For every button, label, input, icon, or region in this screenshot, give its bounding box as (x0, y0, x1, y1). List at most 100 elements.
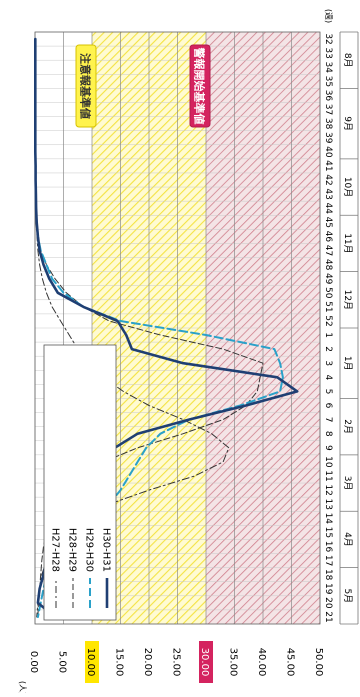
week-tick: 16 (323, 541, 333, 553)
week-tick: 32 (323, 33, 333, 44)
week-tick: 17 (323, 555, 333, 566)
week-unit-group: (週) (324, 9, 333, 23)
week-tick-label: 35 (323, 76, 333, 87)
value-tick-label: 25.00 (171, 648, 182, 677)
legend-entry: H27-H28 (50, 528, 61, 572)
week-tick: 13 (323, 498, 333, 509)
legend-label: H27-H28 (50, 528, 61, 572)
value-tick-highlight (85, 641, 99, 683)
week-tick-label: 48 (323, 259, 333, 271)
week-tick-label: 36 (323, 90, 333, 102)
week-tick: 10 (323, 456, 333, 468)
legend-label: H28-H29 (67, 528, 78, 572)
week-tick-label: 38 (323, 118, 333, 130)
month-label: 11月 (342, 233, 353, 253)
value-tick-label: 30.00 (199, 648, 210, 677)
week-tick: 38 (323, 118, 333, 130)
month-label: 12月 (342, 290, 353, 310)
week-tick-label: 42 (323, 174, 333, 185)
week-tick-label: 21 (323, 611, 333, 622)
week-unit-label: (週) (324, 9, 333, 23)
week-tick: 51 (323, 301, 333, 312)
week-tick: 18 (323, 569, 333, 581)
week-tick: 49 (323, 273, 333, 285)
value-tick: 20.00 (142, 648, 153, 677)
legend-entry: H28-H29 (67, 528, 78, 572)
value-tick: 45.00 (285, 648, 296, 677)
week-tick-label: 33 (323, 47, 333, 58)
value-tick: 40.00 (256, 648, 267, 677)
month-tick: 2月 (342, 419, 353, 434)
month-tick: 4月 (342, 532, 353, 547)
week-tick-label: 18 (323, 569, 333, 581)
warning-label-box (189, 44, 211, 128)
y-axis-unit-label: (人) (18, 681, 27, 693)
month-tick: 11月 (342, 233, 353, 253)
week-tick: 20 (323, 597, 333, 609)
week-tick: 45 (323, 217, 333, 228)
value-tick: 15.00 (114, 648, 125, 677)
week-tick: 46 (323, 231, 333, 243)
week-tick: 21 (323, 611, 333, 622)
week-tick: 34 (323, 62, 333, 74)
month-tick: 10月 (342, 177, 353, 197)
week-tick: 50 (323, 287, 333, 299)
week-tick: 2 (323, 346, 333, 352)
week-tick: 37 (323, 104, 333, 115)
month-label: 8月 (342, 53, 353, 68)
week-tick-label: 34 (323, 62, 333, 74)
month-label: 5月 (342, 588, 353, 603)
week-tick: 7 (323, 417, 333, 423)
week-tick-label: 16 (323, 541, 333, 553)
month-label: 3月 (342, 476, 353, 491)
week-tick-label: 1 (323, 332, 333, 338)
month-tick: 1月 (342, 356, 353, 371)
month-label: 1月 (342, 356, 353, 371)
week-tick: 48 (323, 259, 333, 271)
week-tick-label: 32 (323, 33, 333, 44)
value-tick-label: 10.00 (85, 648, 96, 677)
week-tick-label: 51 (323, 301, 333, 312)
week-tick: 6 (323, 403, 333, 409)
value-tick-label: 5.00 (57, 651, 68, 673)
week-tick: 15 (323, 527, 333, 538)
caution-label-group: 注意報基準値 (75, 44, 97, 128)
week-tick-label: 2 (323, 346, 333, 352)
week-tick: 3 (323, 360, 333, 366)
week-tick-label: 11 (323, 470, 333, 481)
week-tick: 1 (323, 332, 333, 338)
week-tick-label: 15 (323, 527, 333, 538)
month-tick: 9月 (342, 116, 353, 131)
week-tick-label: 46 (323, 231, 333, 243)
week-tick: 47 (323, 245, 333, 256)
week-tick: 11 (323, 470, 333, 481)
value-tick: 10.00 (85, 641, 99, 683)
week-tick-label: 6 (323, 403, 333, 409)
value-tick: 0.00 (28, 651, 39, 673)
week-tick-label: 45 (323, 217, 333, 228)
ylabel-group: (人) (18, 681, 27, 695)
week-tick: 8 (323, 431, 333, 437)
week-tick-label: 17 (323, 555, 333, 566)
warning-label-group: 警報開始基準値 (189, 44, 211, 128)
value-tick: 50.00 (313, 648, 324, 677)
value-tick-label: 0.00 (28, 651, 39, 673)
week-tick-label: 37 (323, 104, 333, 115)
week-tick-label: 13 (323, 498, 333, 509)
value-tick: 25.00 (171, 648, 182, 677)
week-tick-label: 19 (323, 583, 333, 595)
week-tick: 12 (323, 484, 333, 495)
week-tick-label: 5 (323, 389, 333, 395)
week-tick-label: 47 (323, 245, 333, 256)
week-tick-label: 41 (323, 160, 333, 171)
month-tick: 12月 (342, 290, 353, 310)
month-label: 10月 (342, 177, 353, 197)
week-tick: 40 (323, 146, 333, 158)
week-tick-label: 20 (323, 597, 333, 609)
value-tick-label: 20.00 (142, 648, 153, 677)
caution-label: 注意報基準値 (79, 53, 93, 119)
week-tick-label: 40 (323, 146, 333, 158)
legend-entry: H30-H31 (101, 528, 112, 572)
